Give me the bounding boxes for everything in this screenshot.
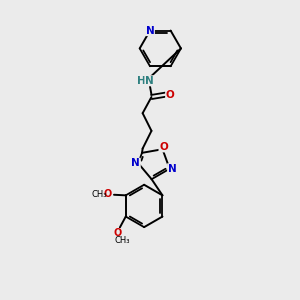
Text: O: O bbox=[113, 228, 122, 238]
Text: O: O bbox=[104, 189, 112, 199]
Text: CH₃: CH₃ bbox=[115, 236, 130, 245]
Text: N: N bbox=[168, 164, 176, 174]
Text: CH₃: CH₃ bbox=[92, 190, 107, 199]
Text: H: H bbox=[137, 76, 146, 86]
Text: O: O bbox=[166, 90, 174, 100]
Text: N: N bbox=[145, 76, 154, 86]
Text: O: O bbox=[159, 142, 168, 152]
Text: N: N bbox=[131, 158, 140, 168]
Text: N: N bbox=[146, 26, 154, 36]
